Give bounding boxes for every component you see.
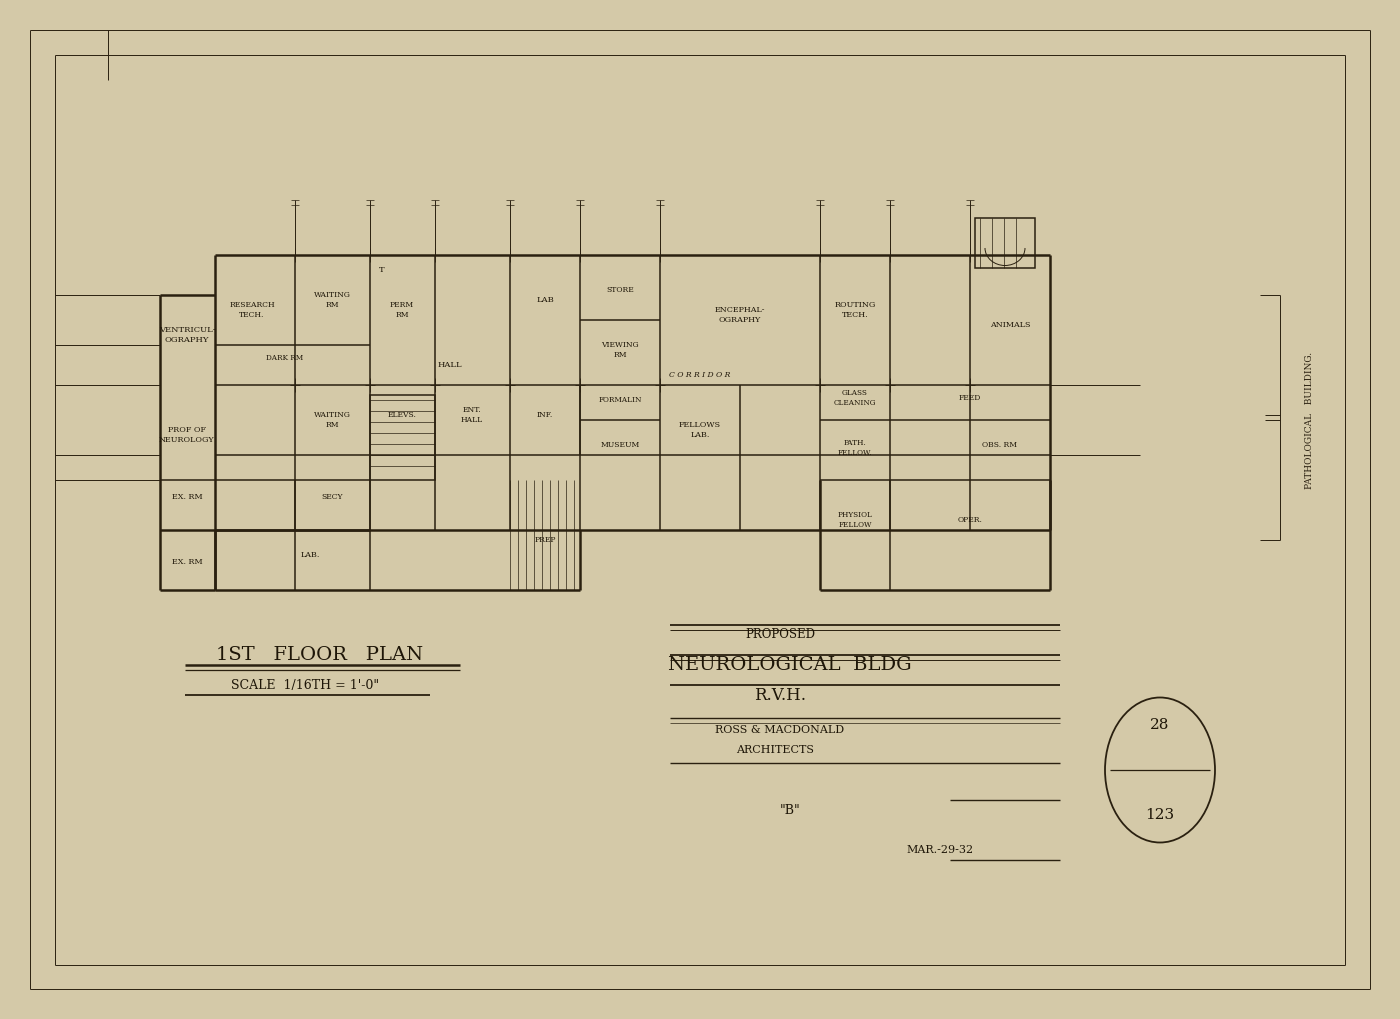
Text: PERM
RM: PERM RM: [391, 302, 414, 319]
Text: ROSS & MACDONALD: ROSS & MACDONALD: [715, 725, 844, 735]
Text: RESEARCH
TECH.: RESEARCH TECH.: [230, 302, 274, 319]
Text: 123: 123: [1145, 808, 1175, 822]
Text: EX. RM: EX. RM: [172, 558, 203, 566]
Text: PATHOLOGICAL   BUILDING.: PATHOLOGICAL BUILDING.: [1305, 352, 1315, 488]
Text: PREP: PREP: [535, 536, 556, 544]
Text: MAR.-29-32: MAR.-29-32: [906, 845, 973, 855]
Text: OBS. RM: OBS. RM: [983, 441, 1018, 449]
Text: PATH.
FELLOW.: PATH. FELLOW.: [837, 439, 872, 457]
Text: MUSEUM: MUSEUM: [601, 441, 640, 449]
Text: LAB: LAB: [536, 296, 554, 304]
Text: ROUTING
TECH.: ROUTING TECH.: [834, 302, 875, 319]
Text: R.V.H.: R.V.H.: [755, 687, 806, 703]
Bar: [370, 395, 435, 480]
Text: ENCEPHAL-
OGRAPHY: ENCEPHAL- OGRAPHY: [715, 307, 766, 324]
Text: SCALE  1/16TH = 1'-0": SCALE 1/16TH = 1'-0": [231, 679, 379, 692]
Text: WAITING
RM: WAITING RM: [314, 291, 350, 309]
Text: VENTRICUL-
OGRAPHY: VENTRICUL- OGRAPHY: [158, 326, 216, 343]
Text: "B": "B": [780, 804, 801, 816]
Text: VIEWING
RM: VIEWING RM: [601, 341, 638, 359]
Text: EX. RM: EX. RM: [172, 493, 203, 501]
Text: FELLOWS
LAB.: FELLOWS LAB.: [679, 422, 721, 438]
Text: FEED: FEED: [959, 394, 981, 403]
Text: T: T: [379, 266, 385, 274]
Text: ENT.
HALL: ENT. HALL: [461, 407, 483, 424]
Text: HALL: HALL: [438, 361, 462, 369]
Text: PROPOSED: PROPOSED: [745, 629, 815, 642]
Text: STORE: STORE: [606, 286, 634, 294]
Text: DARK RM: DARK RM: [266, 354, 304, 362]
Text: FORMALIN: FORMALIN: [598, 396, 641, 404]
Text: SECY: SECY: [321, 493, 343, 501]
Text: ELEVS.: ELEVS.: [388, 411, 416, 419]
Bar: [974, 218, 1035, 268]
Text: WAITING
RM: WAITING RM: [314, 412, 350, 429]
Text: ANIMALS: ANIMALS: [990, 321, 1030, 329]
Text: LAB.: LAB.: [301, 551, 319, 559]
Text: GLASS
CLEANING: GLASS CLEANING: [833, 389, 876, 407]
Text: PHYSIOL
FELLOW: PHYSIOL FELLOW: [837, 512, 872, 529]
Text: OPER.: OPER.: [958, 516, 983, 524]
Text: 1ST   FLOOR   PLAN: 1ST FLOOR PLAN: [217, 646, 424, 664]
Text: C O R R I D O R: C O R R I D O R: [669, 371, 731, 379]
Text: ARCHITECTS: ARCHITECTS: [736, 745, 813, 755]
Text: INF.: INF.: [536, 411, 553, 419]
Text: 28: 28: [1151, 718, 1169, 732]
Text: NEUROLOGICAL  BLDG: NEUROLOGICAL BLDG: [668, 656, 911, 674]
Text: PROF OF
NEUROLOGY: PROF OF NEUROLOGY: [160, 426, 214, 443]
